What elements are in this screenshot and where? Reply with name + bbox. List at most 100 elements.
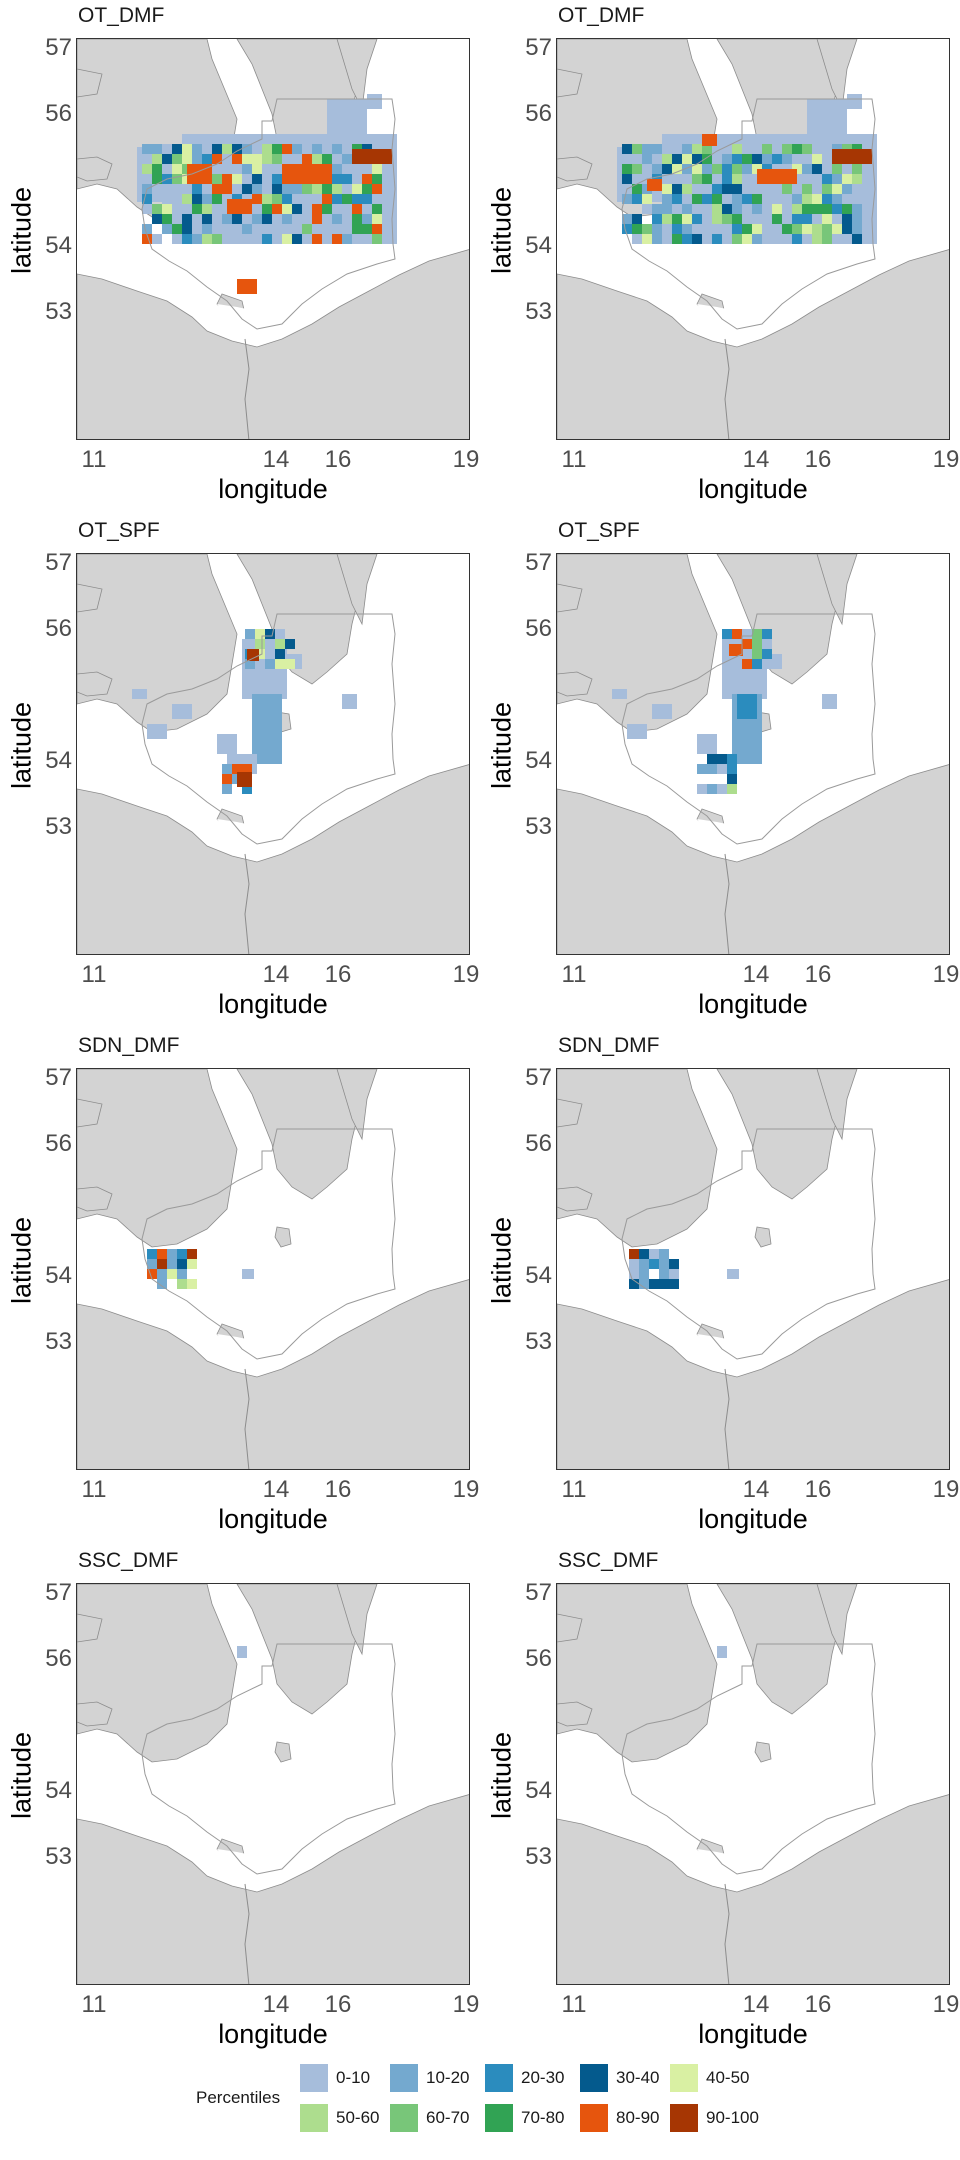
x-axis-label: longitude	[218, 474, 328, 504]
effort-cell	[727, 774, 737, 784]
effort-cell	[712, 164, 722, 174]
effort-cell	[802, 184, 812, 194]
effort-cell	[802, 194, 812, 204]
effort-cell	[612, 689, 627, 699]
effort-cell	[312, 224, 322, 234]
map-svg	[557, 1069, 949, 1469]
effort-cell	[342, 214, 352, 224]
effort-cell	[212, 184, 222, 194]
effort-cell	[742, 659, 752, 669]
map-svg	[557, 1584, 949, 1984]
effort-cell	[187, 1249, 197, 1259]
effort-cell	[632, 214, 642, 224]
effort-cell	[352, 224, 362, 234]
map-panel: OT_DMF 57 56 54 53 11 14 16 19 latitude longitude	[0, 0, 480, 515]
y-axis-label: latitude	[486, 1731, 517, 1820]
effort-cell	[802, 144, 812, 154]
effort-cell	[652, 234, 662, 244]
map-panel: OT_SPF 57 56 54 53 11 14 16 19 latitude longitude	[0, 515, 480, 1030]
effort-cell	[792, 234, 802, 244]
effort-cell	[242, 184, 252, 194]
effort-cell	[842, 174, 852, 184]
effort-cell	[622, 144, 632, 154]
effort-cell	[202, 234, 212, 244]
effort-cell	[342, 154, 352, 164]
effort-cell	[812, 234, 822, 244]
effort-cell	[152, 164, 162, 174]
y-axis-label: latitude	[6, 1731, 37, 1820]
effort-cell	[742, 164, 752, 174]
effort-cell	[202, 224, 212, 234]
effort-cell	[732, 629, 742, 639]
effort-cell	[172, 164, 182, 174]
effort-cell	[322, 204, 332, 214]
effort-cell	[662, 204, 672, 214]
effort-cell	[352, 184, 362, 194]
effort-cell	[852, 234, 862, 244]
effort-cell	[742, 194, 752, 204]
y-tick-label: 53	[45, 1843, 72, 1870]
effort-cell	[732, 659, 742, 669]
panel-title: SSC_DMF	[558, 1549, 659, 1572]
effort-cell	[812, 204, 822, 214]
x-tick-label: 19	[932, 961, 960, 988]
y-tick-label: 54	[45, 747, 72, 774]
effort-cell	[272, 144, 282, 154]
effort-cell	[727, 1269, 739, 1279]
effort-cell	[192, 184, 202, 194]
effort-cell	[812, 144, 822, 154]
effort-cell	[727, 784, 737, 794]
x-tick-label: 16	[324, 1991, 352, 2018]
land-mass	[77, 1584, 469, 1984]
effort-cell	[172, 704, 192, 719]
effort-cell	[732, 234, 742, 244]
effort-cell	[852, 214, 862, 224]
effort-cell	[142, 144, 152, 154]
effort-cell	[342, 174, 352, 184]
effort-cell	[182, 214, 192, 224]
effort-cell	[182, 144, 192, 154]
y-tick-label: 54	[525, 232, 552, 259]
x-tick-label: 16	[804, 961, 832, 988]
effort-cell	[252, 174, 262, 184]
effort-cell	[212, 224, 222, 234]
effort-cell	[682, 154, 692, 164]
effort-cell	[242, 784, 252, 794]
y-tick-label: 56	[45, 615, 72, 642]
y-tick-label: 56	[45, 100, 72, 127]
y-tick-label: 54	[45, 232, 72, 259]
effort-cell	[792, 194, 802, 204]
effort-cell	[669, 1279, 679, 1289]
x-tick-label: 14	[742, 446, 770, 473]
effort-cell	[162, 224, 172, 234]
effort-cell	[242, 164, 252, 174]
effort-cell	[312, 144, 322, 154]
y-tick-label: 53	[45, 1328, 72, 1355]
x-tick-label: 14	[262, 446, 290, 473]
effort-cell	[762, 629, 772, 639]
effort-cell	[352, 164, 362, 174]
effort-cell	[629, 1249, 639, 1259]
x-tick-label: 14	[262, 1476, 290, 1503]
y-tick-label: 53	[525, 1843, 552, 1870]
effort-cell	[702, 154, 712, 164]
effort-cell	[157, 1279, 167, 1289]
effort-cell	[832, 194, 842, 204]
legend-swatch	[670, 2104, 698, 2132]
effort-cell	[752, 224, 762, 234]
effort-cell	[672, 164, 682, 174]
effort-cell	[362, 164, 372, 174]
effort-cell	[372, 174, 382, 184]
legend-swatch	[300, 2104, 328, 2132]
effort-cell	[172, 184, 182, 194]
effort-cell	[292, 184, 302, 194]
y-tick-label: 54	[45, 1777, 72, 1804]
effort-cell	[152, 144, 162, 154]
y-tick-label: 57	[525, 1064, 552, 1091]
effort-cell	[182, 194, 192, 204]
effort-cell	[332, 204, 342, 214]
effort-cell	[167, 1249, 177, 1259]
effort-cell	[672, 224, 682, 234]
effort-cell	[172, 224, 182, 234]
effort-cell	[212, 194, 222, 204]
